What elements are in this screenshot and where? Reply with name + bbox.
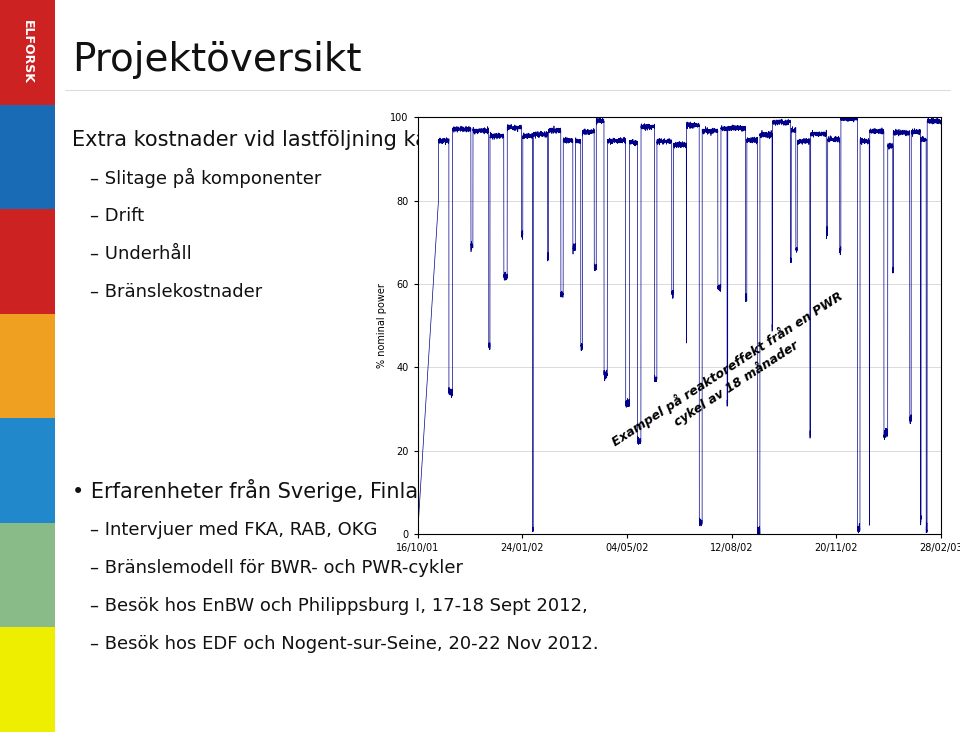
Text: – Besök hos EnBW och Philippsburg I, 17-18 Sept 2012,: – Besök hos EnBW och Philippsburg I, 17-…: [90, 597, 588, 615]
Text: – Bränslemodell för BWR- och PWR-cykler: – Bränslemodell för BWR- och PWR-cykler: [90, 559, 463, 577]
Text: ELFORSK: ELFORSK: [21, 20, 34, 84]
Bar: [0, 523, 55, 627]
Text: – Drift: – Drift: [90, 207, 144, 225]
Text: Projektöversikt: Projektöversikt: [72, 41, 362, 79]
Text: Extra kostnader vid lastföljning kan indelas i:: Extra kostnader vid lastföljning kan ind…: [72, 130, 541, 150]
Text: • Erfarenheter från Sverige, Finland, Frankrike, Tyskland:: • Erfarenheter från Sverige, Finland, Fr…: [72, 479, 663, 501]
Text: – Bränslekostnader: – Bränslekostnader: [90, 283, 262, 301]
Bar: [0, 0, 55, 105]
Bar: [0, 627, 55, 732]
Bar: [0, 105, 55, 209]
Bar: [0, 209, 55, 314]
Text: – Underhåll: – Underhåll: [90, 245, 192, 263]
Bar: [0, 418, 55, 523]
Text: Exampel på reaktoreffekt från en PWR
cykel av 18 månader: Exampel på reaktoreffekt från en PWR cyk…: [609, 288, 854, 463]
Y-axis label: % nominal power: % nominal power: [377, 283, 388, 368]
Text: – Slitage på komponenter: – Slitage på komponenter: [90, 168, 322, 188]
Text: – Intervjuer med FKA, RAB, OKG: – Intervjuer med FKA, RAB, OKG: [90, 521, 377, 539]
Text: – Besök hos EDF och Nogent-sur-Seine, 20-22 Nov 2012.: – Besök hos EDF och Nogent-sur-Seine, 20…: [90, 635, 599, 653]
Bar: [0, 314, 55, 418]
